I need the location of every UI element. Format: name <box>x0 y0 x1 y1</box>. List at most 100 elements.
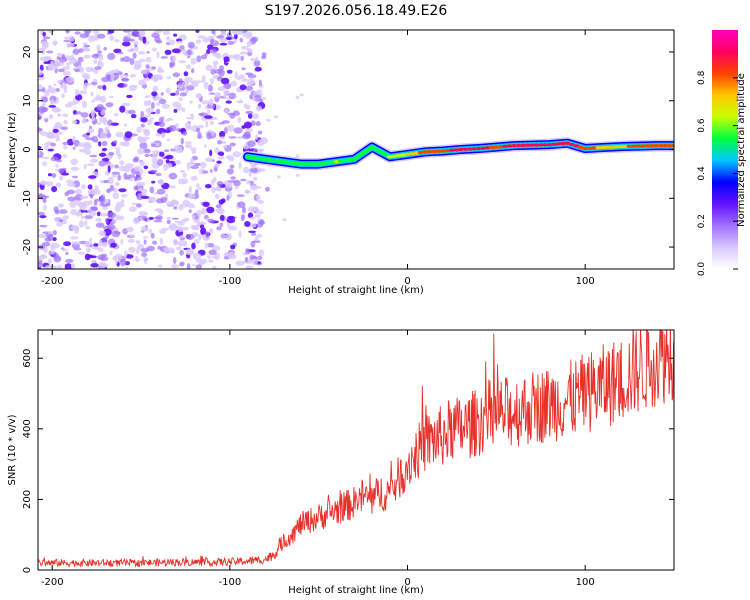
noise-speckle <box>58 219 64 223</box>
noise-speckle <box>238 161 242 170</box>
noise-speckle <box>255 56 259 62</box>
noise-speckle <box>38 233 47 239</box>
noise-speckle <box>154 151 160 156</box>
noise-speckle <box>238 74 245 80</box>
signal-track-point <box>586 146 593 150</box>
noise-speckle <box>226 69 233 74</box>
noise-speckle <box>158 209 164 215</box>
noise-speckle <box>203 144 207 148</box>
noise-speckle <box>207 102 216 109</box>
noise-speckle <box>44 265 53 269</box>
noise-speckle <box>138 79 147 86</box>
noise-speckle <box>219 136 226 139</box>
noise-speckle <box>51 242 60 249</box>
noise-speckle <box>245 110 254 115</box>
noise-speckle <box>190 147 197 151</box>
noise-speckle <box>104 126 109 132</box>
noise-speckle <box>189 113 194 117</box>
noise-speckle <box>227 215 235 220</box>
noise-speckle <box>66 179 74 184</box>
signal-track-point <box>595 146 602 150</box>
noise-speckle <box>206 49 211 55</box>
noise-speckle <box>65 252 69 255</box>
noise-speckle <box>52 128 59 133</box>
noise-speckle <box>39 56 48 62</box>
spectrogram-x-ticks: -200 -100 0 100 <box>41 30 595 287</box>
noise-speckle <box>195 93 202 99</box>
noise-speckle <box>47 84 53 93</box>
noise-speckle <box>137 136 144 142</box>
signal-track-point <box>653 144 660 148</box>
noise-speckle <box>184 122 191 129</box>
noise-speckle <box>128 246 136 253</box>
noise-speckle <box>198 261 205 266</box>
noise-speckle <box>79 148 88 153</box>
noise-speckle <box>38 84 43 89</box>
noise-speckle <box>114 147 121 150</box>
noise-speckle <box>190 68 195 74</box>
colorbar-gradient <box>712 30 738 269</box>
noise-speckle <box>93 97 103 101</box>
noise-speckle <box>57 203 64 208</box>
noise-speckle <box>151 180 156 184</box>
noise-speckle <box>215 185 221 192</box>
noise-speckle <box>64 263 72 269</box>
noise-speckle <box>143 100 149 107</box>
noise-speckle <box>241 125 246 129</box>
noise-speckle <box>160 132 166 138</box>
noise-speckle <box>215 193 220 199</box>
noise-speckle <box>185 144 192 149</box>
noise-speckle <box>180 137 184 145</box>
noise-speckle <box>221 77 230 85</box>
noise-speckle <box>127 109 136 115</box>
noise-speckle <box>56 159 62 163</box>
signal-track-point <box>355 154 362 158</box>
noise-speckle <box>132 85 139 88</box>
noise-speckle <box>244 256 249 262</box>
noise-speckle <box>134 44 138 48</box>
noise-speckle <box>42 31 46 37</box>
noise-speckle <box>181 107 186 113</box>
noise-speckle <box>156 158 164 166</box>
noise-speckle <box>58 168 64 175</box>
noise-speckle <box>101 241 108 248</box>
signal-track-point <box>528 143 535 147</box>
noise-speckle <box>83 54 91 59</box>
signal-track-point <box>511 144 518 148</box>
signal-track-point <box>404 152 411 156</box>
noise-speckle <box>129 234 134 238</box>
noise-speckle <box>133 61 142 69</box>
noise-speckle <box>228 92 237 100</box>
noise-speckle <box>119 141 125 146</box>
spectrogram-x-tick-label: 0 <box>404 276 410 287</box>
noise-speckle <box>200 54 208 60</box>
noise-speckle <box>148 228 152 234</box>
noise-speckle <box>192 82 199 87</box>
signal-track-point <box>617 145 624 149</box>
noise-speckle <box>56 264 63 269</box>
noise-speckle <box>58 56 68 63</box>
snr-plot-area <box>38 330 674 570</box>
noise-speckle <box>119 105 126 113</box>
noise-speckle <box>179 169 186 173</box>
noise-speckle <box>241 214 245 222</box>
noise-speckle <box>148 216 154 220</box>
noise-speckle <box>70 236 79 240</box>
noise-speckle <box>144 153 150 158</box>
noise-speckle <box>88 175 97 179</box>
noise-speckle <box>218 69 225 77</box>
snr-x-tick-label: -200 <box>41 577 64 588</box>
noise-speckle <box>114 39 120 43</box>
noise-speckle <box>175 90 180 96</box>
noise-speckle <box>230 176 236 180</box>
noise-speckle <box>248 170 252 177</box>
noise-speckle <box>41 103 46 107</box>
noise-speckle <box>62 113 69 118</box>
noise-speckle <box>114 181 120 187</box>
noise-speckle <box>160 56 168 59</box>
noise-speckle <box>247 48 253 53</box>
noise-speckle <box>71 241 80 245</box>
noise-speckle <box>173 33 178 37</box>
noise-speckle <box>250 240 256 248</box>
noise-speckle <box>132 52 137 59</box>
